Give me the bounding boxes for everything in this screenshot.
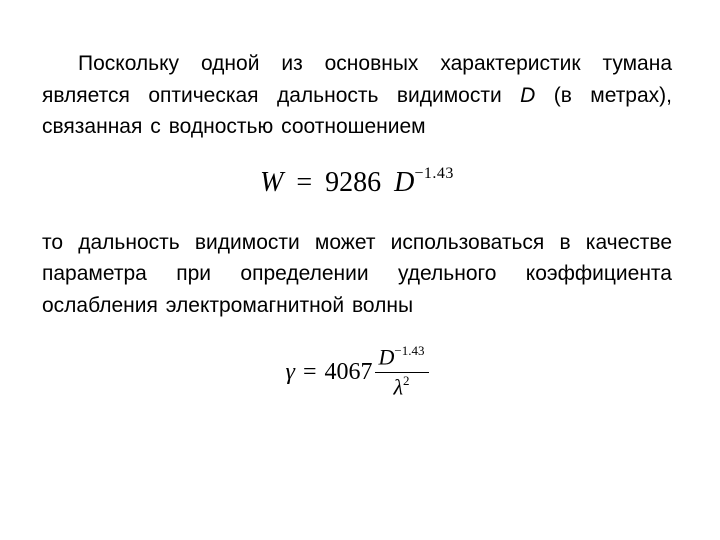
variable-D-inline: D (520, 84, 535, 107)
eq2-fraction: D−1.43 λ2 (375, 345, 429, 399)
equation-1-body: W = 9286 D−1.43 (260, 167, 454, 198)
eq2-fraction-bar (375, 372, 429, 373)
eq2-den-base: λ (393, 374, 403, 399)
eq1-lhs: W (260, 167, 283, 198)
eq1-coeff: 9286 (325, 167, 381, 198)
eq2-den-exp: 2 (403, 373, 410, 388)
paragraph-2: то дальность видимости может использоват… (42, 227, 672, 322)
eq2-lhs: γ (286, 359, 295, 386)
equation-2: γ = 4067 D−1.43 λ2 (42, 345, 672, 399)
eq2-num-base: D (379, 344, 395, 369)
eq2-numerator: D−1.43 (375, 345, 429, 370)
eq2-equals: = (295, 359, 325, 386)
eq1-base: D (388, 167, 414, 198)
equation-2-body: γ = 4067 D−1.43 λ2 (286, 345, 429, 399)
eq1-equals: = (290, 167, 318, 198)
eq2-num-exp: −1.43 (394, 343, 424, 358)
document-page: Поскольку одной из основных характеристи… (0, 0, 720, 399)
eq2-coeff: 4067 (325, 359, 375, 386)
equation-1: W = 9286 D−1.43 (42, 167, 672, 199)
eq2-denominator: λ2 (389, 375, 413, 400)
eq1-exp: −1.43 (414, 165, 454, 182)
paragraph-1: Поскольку одной из основных характеристи… (42, 48, 672, 143)
